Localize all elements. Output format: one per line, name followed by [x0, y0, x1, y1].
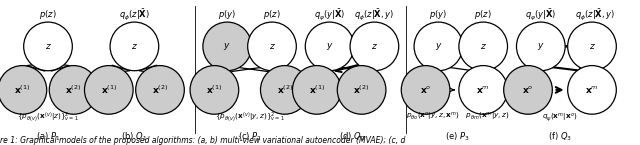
Text: $q_\varphi(y|\bar{\mathbf{X}})$: $q_\varphi(y|\bar{\mathbf{X}})$: [314, 7, 346, 22]
Ellipse shape: [24, 22, 72, 71]
Text: $z$: $z$: [269, 42, 275, 51]
Ellipse shape: [504, 66, 552, 114]
Ellipse shape: [0, 66, 47, 114]
Text: $\mathbf{x}^o$: $\mathbf{x}^o$: [522, 84, 534, 95]
Text: (b) $Q_1$: (b) $Q_1$: [122, 130, 147, 143]
Text: $\mathbf{x}^{(2)}$: $\mathbf{x}^{(2)}$: [353, 84, 370, 96]
Text: $p(y)$: $p(y)$: [218, 8, 236, 21]
Text: $p(y)$: $p(y)$: [429, 8, 447, 21]
Ellipse shape: [401, 66, 450, 114]
Ellipse shape: [203, 22, 252, 71]
Text: $q_\psi(\mathbf{x}^m|\mathbf{x}^o)$: $q_\psi(\mathbf{x}^m|\mathbf{x}^o)$: [542, 111, 578, 124]
Text: $z$: $z$: [480, 42, 486, 51]
Text: $p(z)$: $p(z)$: [39, 8, 57, 21]
Text: $\mathbf{x}^{(2)}$: $\mathbf{x}^{(2)}$: [276, 84, 293, 96]
Text: $p_{\theta o}(\mathbf{x}^o|y,z,\mathbf{x}^m)$   $p_{\theta m}(\mathbf{x}^m|y,z)$: $p_{\theta o}(\mathbf{x}^o|y,z,\mathbf{x…: [406, 112, 509, 123]
Text: $z$: $z$: [45, 42, 51, 51]
Text: $z$: $z$: [131, 42, 138, 51]
Ellipse shape: [568, 66, 616, 114]
Ellipse shape: [110, 22, 159, 71]
Ellipse shape: [459, 66, 508, 114]
Ellipse shape: [568, 22, 616, 71]
Text: $\mathbf{x}^o$: $\mathbf{x}^o$: [420, 84, 431, 95]
Ellipse shape: [136, 66, 184, 114]
Text: (d) $Q_2$: (d) $Q_2$: [339, 130, 365, 143]
Text: $\mathbf{x}^{(2)}$: $\mathbf{x}^{(2)}$: [65, 84, 82, 96]
Text: $y$: $y$: [326, 41, 333, 52]
Text: $z$: $z$: [371, 42, 378, 51]
Text: $q_\varphi(y|\bar{\mathbf{X}})$: $q_\varphi(y|\bar{\mathbf{X}})$: [525, 7, 557, 22]
Ellipse shape: [305, 22, 354, 71]
Text: (f) $Q_3$: (f) $Q_3$: [548, 130, 572, 143]
Text: (c) $P_2$: (c) $P_2$: [237, 130, 262, 143]
Text: $q_\phi(z|\bar{\mathbf{X}},y)$: $q_\phi(z|\bar{\mathbf{X}},y)$: [355, 7, 394, 22]
Text: $p(z)$: $p(z)$: [474, 8, 492, 21]
Text: $\{p_{\theta(v)}(\mathbf{x}^{(v)}|y,z)\}_{v=1}^{2}$: $\{p_{\theta(v)}(\mathbf{x}^{(v)}|y,z)\}…: [214, 111, 285, 124]
Ellipse shape: [49, 66, 98, 114]
Text: $\mathbf{x}^{(1)}$: $\mathbf{x}^{(1)}$: [14, 84, 31, 96]
Ellipse shape: [459, 22, 508, 71]
Ellipse shape: [190, 66, 239, 114]
Text: (a) $P_1$: (a) $P_1$: [36, 130, 60, 143]
Text: $\mathbf{x}^m$: $\mathbf{x}^m$: [476, 84, 490, 95]
Text: $\mathbf{x}^{(1)}$: $\mathbf{x}^{(1)}$: [206, 84, 223, 96]
Text: $\mathbf{x}^{(2)}$: $\mathbf{x}^{(2)}$: [152, 84, 168, 96]
Ellipse shape: [337, 66, 386, 114]
Text: $\{p_{\theta(v)}(\mathbf{x}^{(v)}|z)\}_{v=1}^{2}$: $\{p_{\theta(v)}(\mathbf{x}^{(v)}|z)\}_{…: [17, 111, 79, 124]
Ellipse shape: [516, 22, 565, 71]
Ellipse shape: [292, 66, 341, 114]
Text: $y$: $y$: [537, 41, 545, 52]
Ellipse shape: [414, 22, 463, 71]
Ellipse shape: [248, 22, 296, 71]
Text: $y$: $y$: [223, 41, 231, 52]
Text: $\mathbf{x}^m$: $\mathbf{x}^m$: [585, 84, 599, 95]
Ellipse shape: [260, 66, 309, 114]
Text: $\mathbf{x}^{(1)}$: $\mathbf{x}^{(1)}$: [100, 84, 117, 96]
Text: $q_\phi(z|\bar{\mathbf{X}})$: $q_\phi(z|\bar{\mathbf{X}})$: [119, 7, 150, 22]
Text: $p(z)$: $p(z)$: [263, 8, 281, 21]
Text: $y$: $y$: [435, 41, 442, 52]
Text: (e) $P_3$: (e) $P_3$: [445, 130, 470, 143]
Text: $q_\phi(z|\bar{\mathbf{X}},y)$: $q_\phi(z|\bar{\mathbf{X}},y)$: [575, 7, 615, 22]
Ellipse shape: [350, 22, 399, 71]
Text: $\mathbf{x}^{(1)}$: $\mathbf{x}^{(1)}$: [308, 84, 325, 96]
Text: $z$: $z$: [589, 42, 595, 51]
Ellipse shape: [84, 66, 133, 114]
Text: re 1: Graphical models of the proposed algorithms: (a, b) multi-view variational: re 1: Graphical models of the proposed a…: [0, 136, 405, 145]
